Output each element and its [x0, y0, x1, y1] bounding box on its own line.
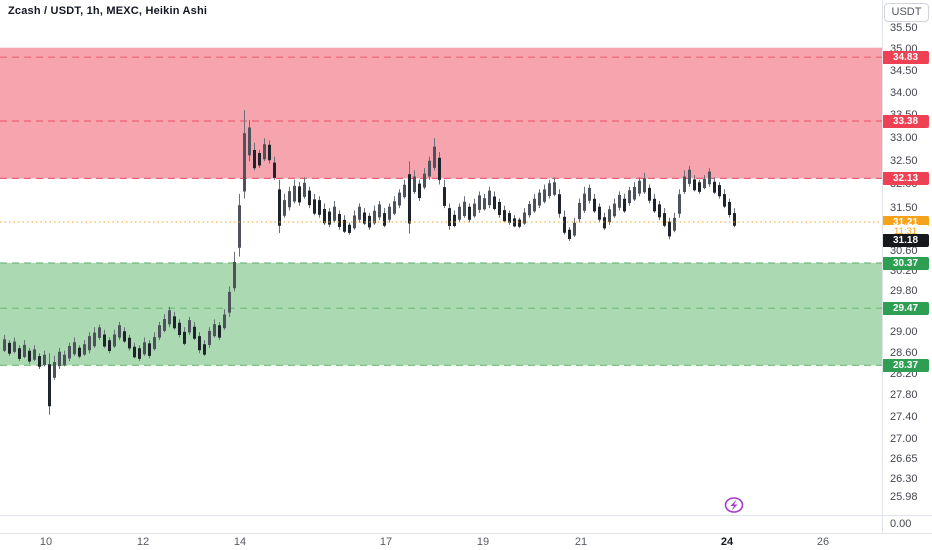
- price-tick-label: 25.98: [890, 491, 918, 503]
- time-tick-label: 26: [816, 536, 830, 548]
- time-tick-label: 24: [720, 536, 734, 548]
- time-axis-border: [0, 533, 932, 534]
- pane-separator[interactable]: [0, 515, 932, 516]
- price-tick-label: 27.40: [890, 411, 918, 424]
- price-badge: 31.18: [882, 234, 929, 247]
- price-badge: 33.38: [882, 114, 929, 128]
- price-axis-border: [882, 0, 883, 533]
- price-tick-label: 33.00: [890, 131, 918, 144]
- lower-pane-value-label: 0.00: [890, 517, 912, 530]
- price-tick-label: 32.50: [890, 154, 918, 167]
- price-tick-label: 29.00: [890, 325, 918, 338]
- chart-title: Zcash / USDT, 1h, MEXC, Heikin Ashi: [8, 5, 208, 17]
- time-tick-label: 19: [476, 536, 490, 548]
- candles-up: [3, 127, 711, 378]
- currency-toggle-button[interactable]: USDT: [884, 3, 929, 22]
- lightning-logo[interactable]: [724, 497, 744, 513]
- price-tick-label: 34.50: [890, 65, 918, 77]
- price-tick-label: 27.80: [890, 389, 918, 402]
- price-tick-label: 29.80: [890, 284, 918, 297]
- price-tick-label: 26.30: [890, 472, 918, 485]
- price-tick-label: 31.50: [890, 201, 918, 214]
- candles-down: [8, 144, 736, 407]
- time-tick-label: 17: [379, 536, 393, 548]
- price-badge: 34.83: [882, 50, 929, 64]
- time-axis[interactable]: 10 12 14 17 19 21 24 26: [0, 533, 932, 550]
- price-tick-label: 27.00: [890, 433, 918, 446]
- time-tick-label: 10: [39, 536, 53, 548]
- price-tick-label: 28.60: [890, 346, 918, 359]
- time-tick-label: 21: [574, 536, 588, 548]
- demand-zone[interactable]: [0, 263, 882, 366]
- price-badge: 32.13: [882, 171, 929, 185]
- price-tick-label: 26.65: [890, 452, 918, 465]
- time-tick-label: 12: [136, 536, 150, 548]
- price-tick-label: 30.60: [890, 245, 918, 258]
- price-badge: 28.37: [882, 358, 929, 372]
- price-tick-label: 35.50: [890, 22, 918, 35]
- supply-zone[interactable]: [0, 47, 882, 179]
- price-badge: 30.37: [882, 256, 929, 270]
- price-badge: 29.47: [882, 301, 929, 315]
- time-tick-label: 14: [233, 536, 247, 548]
- price-tick-label: 34.00: [890, 86, 918, 99]
